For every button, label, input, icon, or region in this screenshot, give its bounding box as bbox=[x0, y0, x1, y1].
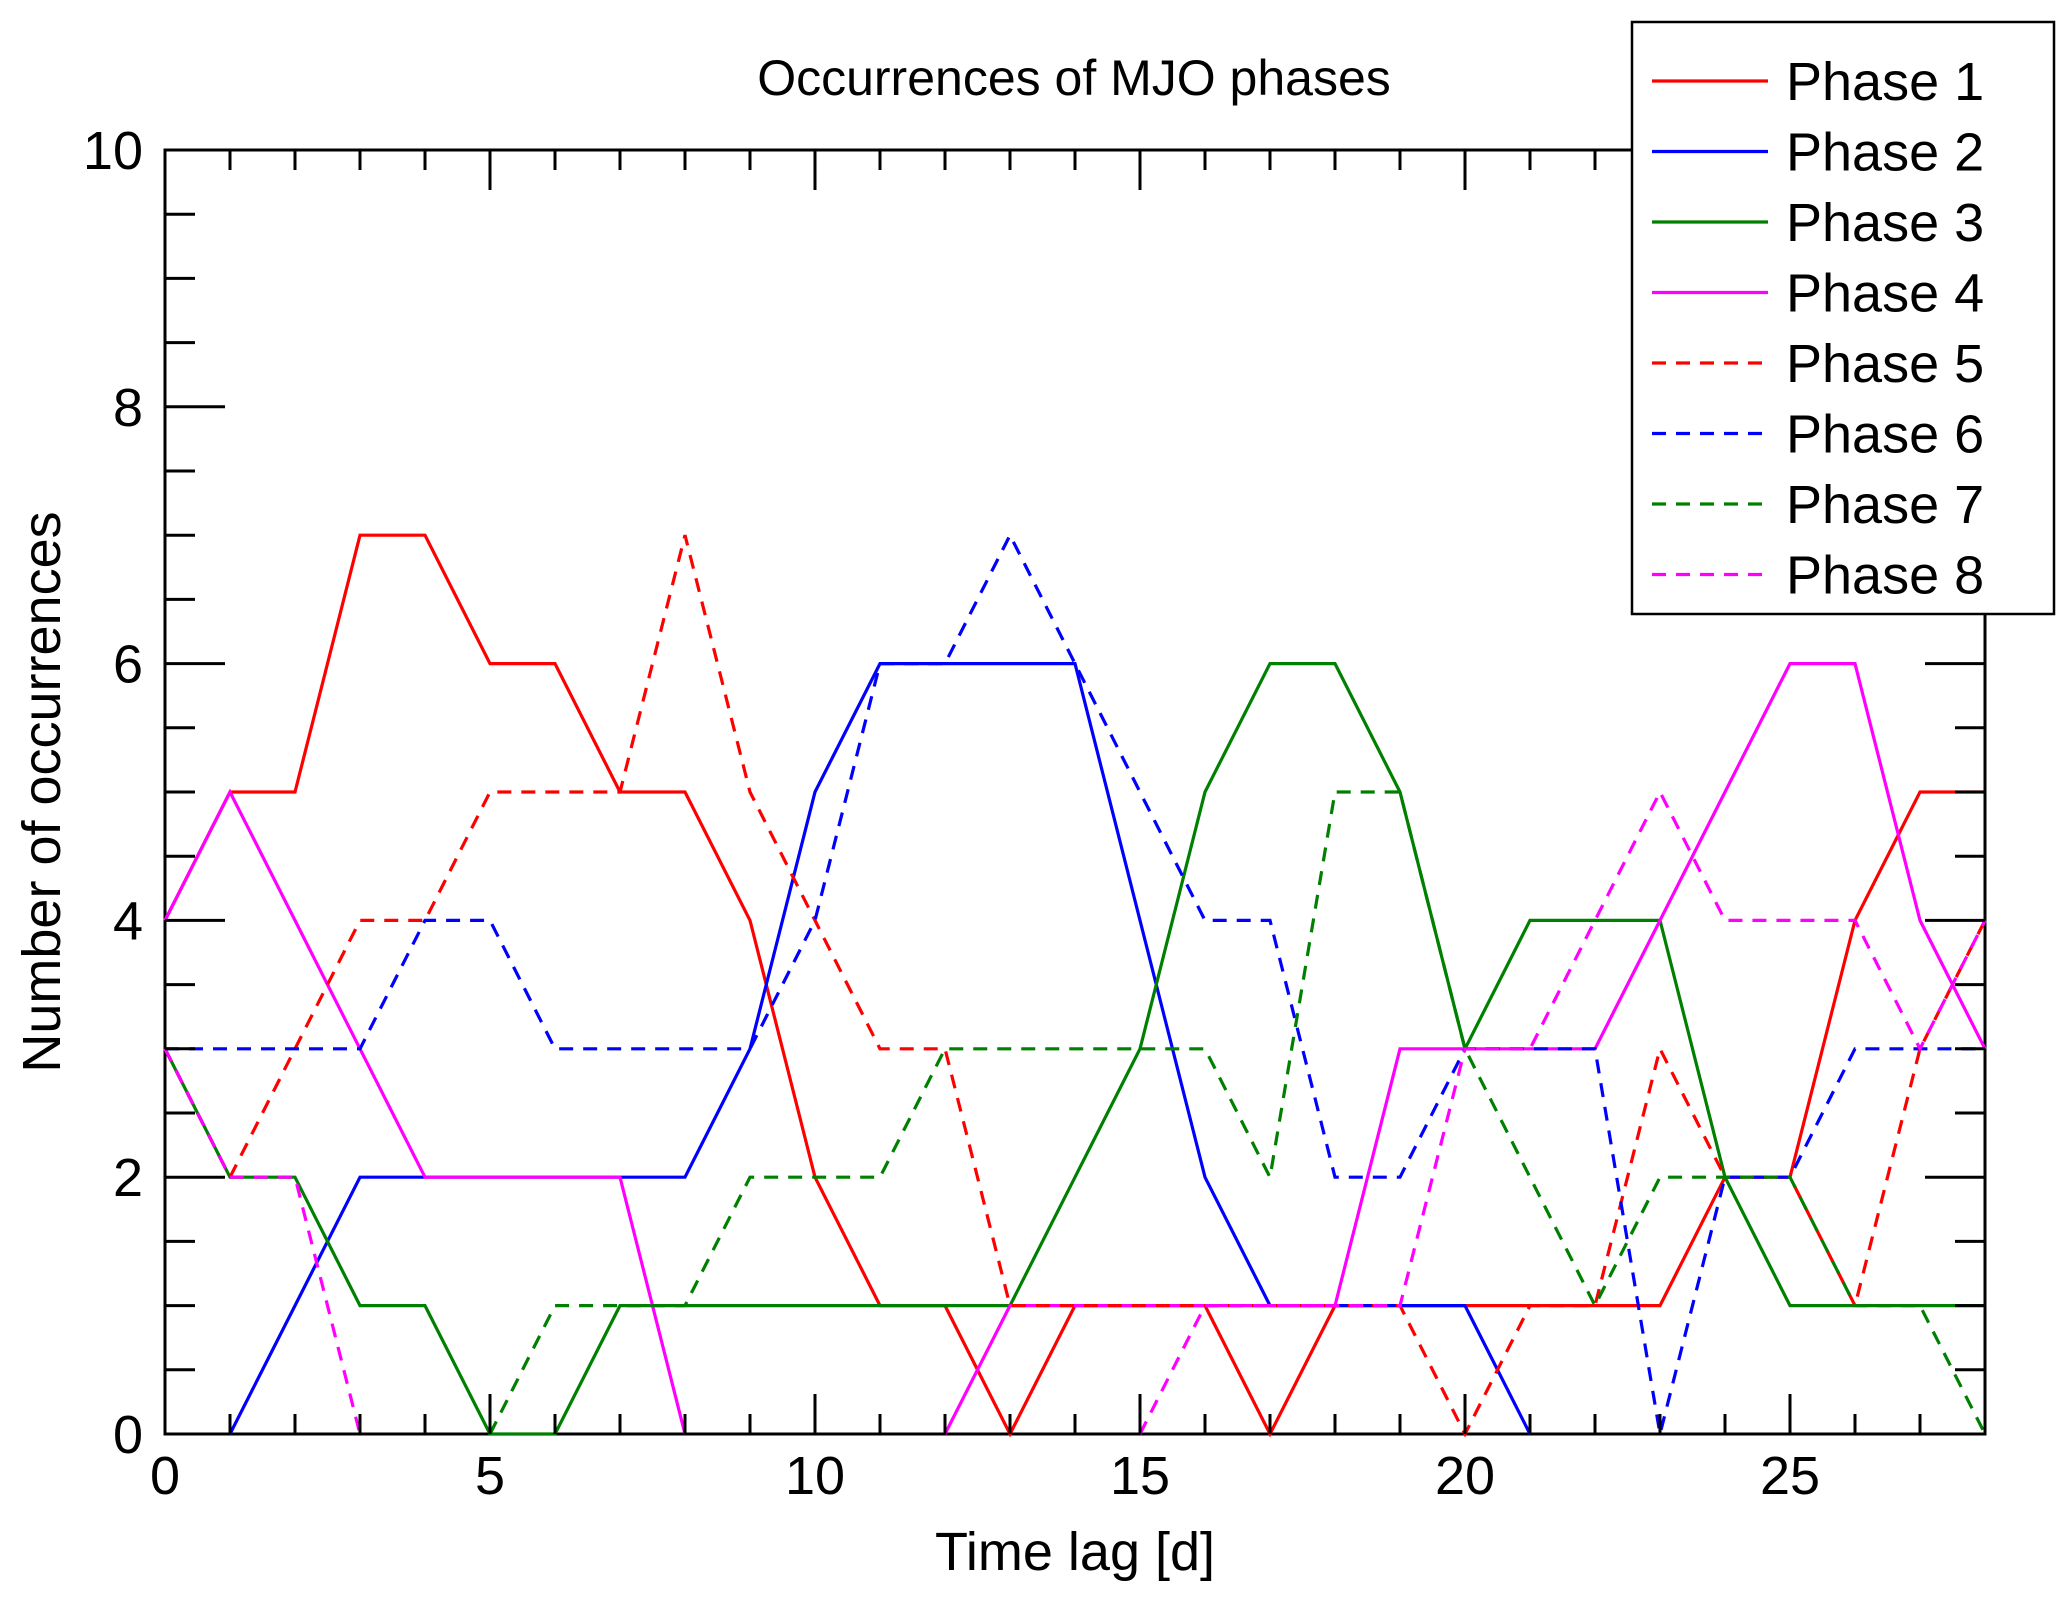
series-line-phase-8 bbox=[163, 788, 1987, 1435]
y-tick-label: 4 bbox=[113, 891, 143, 951]
legend-label: Phase 3 bbox=[1786, 193, 1984, 253]
legend: Phase 1 Phase 2 Phase 3 Phase 4 Phase 5 Phase… bbox=[1630, 20, 2056, 616]
legend-label: Phase 6 bbox=[1786, 405, 1984, 465]
y-tick-label: 0 bbox=[113, 1405, 143, 1465]
series-layer bbox=[163, 531, 1987, 1438]
series-line-phase-3 bbox=[163, 662, 1985, 1436]
legend-box bbox=[1630, 20, 2056, 616]
y-tick-label: 10 bbox=[83, 121, 143, 181]
axis-ticks: 0 5 10 15 20 25 0 2 4 6 8 10 bbox=[83, 121, 1987, 1506]
series-line-phase-7 bbox=[163, 790, 1987, 1435]
series-line-phase-6 bbox=[165, 531, 1985, 1435]
legend-label: Phase 1 bbox=[1786, 52, 1984, 112]
y-tick-label: 2 bbox=[113, 1148, 143, 1208]
y-axis-label: Number of occurrences bbox=[12, 511, 72, 1072]
legend-label: Phase 8 bbox=[1786, 546, 1984, 606]
y-tick-label: 6 bbox=[113, 635, 143, 695]
x-tick-label: 25 bbox=[1760, 1446, 1820, 1506]
x-tick-label: 20 bbox=[1435, 1446, 1495, 1506]
x-tick-label: 15 bbox=[1110, 1446, 1170, 1506]
legend-label: Phase 4 bbox=[1786, 264, 1984, 324]
y-tick-label: 8 bbox=[113, 378, 143, 438]
x-tick-label: 10 bbox=[785, 1446, 845, 1506]
legend-label: Phase 2 bbox=[1786, 123, 1984, 183]
x-tick-label: 5 bbox=[475, 1446, 505, 1506]
x-axis-label: Time lag [d] bbox=[935, 1522, 1215, 1582]
x-tick-label: 0 bbox=[150, 1446, 180, 1506]
legend-label: Phase 5 bbox=[1786, 334, 1984, 394]
legend-label: Phase 7 bbox=[1786, 475, 1984, 535]
chart-title: Occurrences of MJO phases bbox=[757, 50, 1391, 106]
